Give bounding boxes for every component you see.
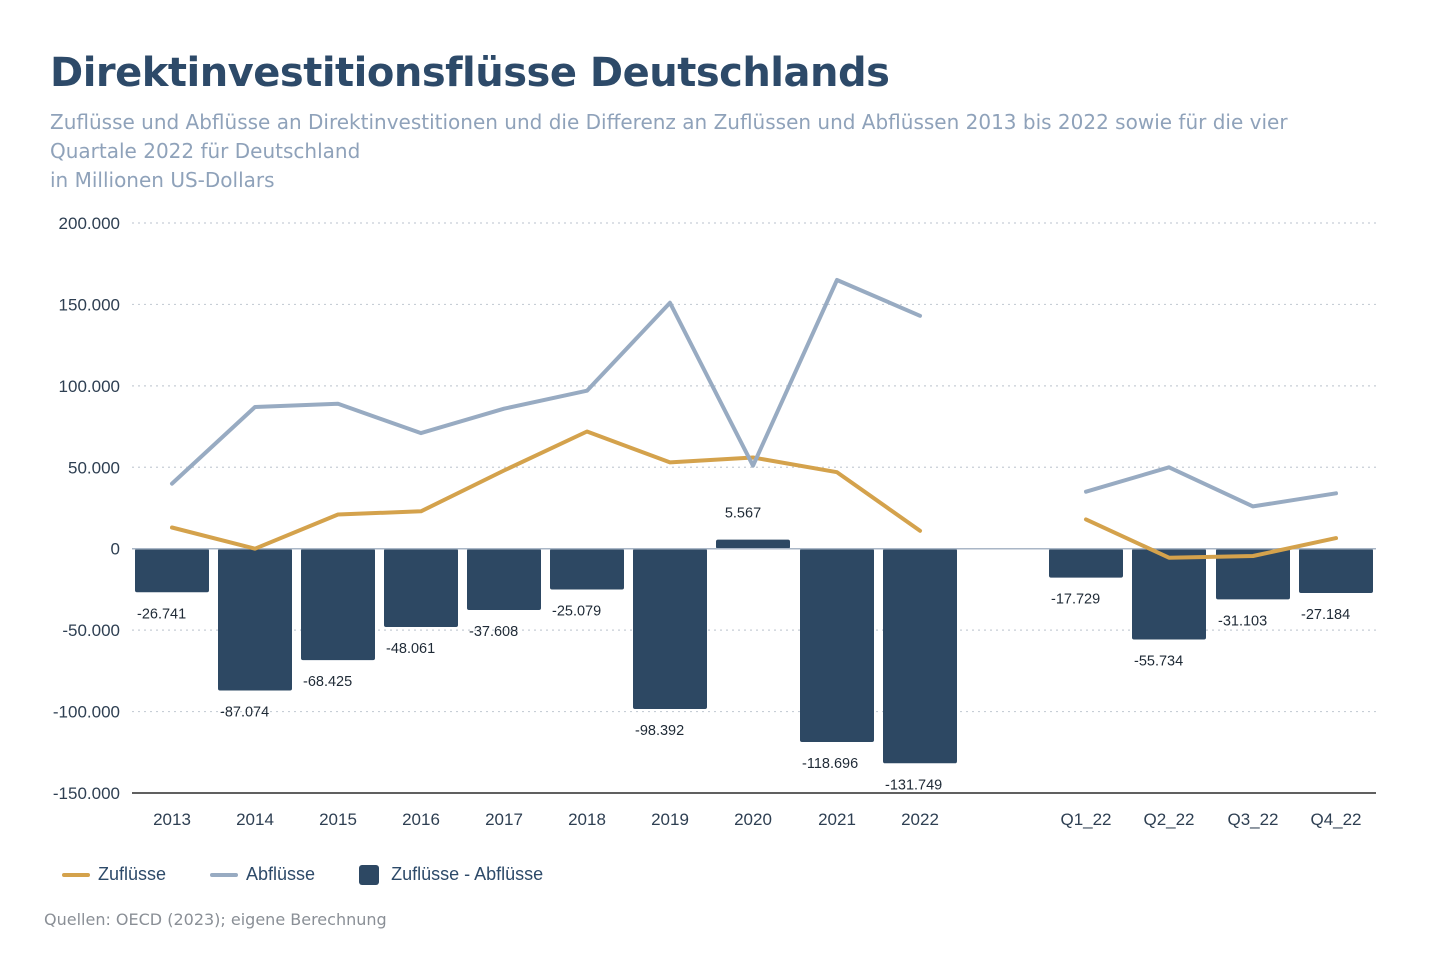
- line-zufluesse-segment-2[interactable]: [1084, 517, 1338, 560]
- legend-item-differenz[interactable]: Zuflüsse - Abflüsse: [359, 864, 543, 885]
- bar-data-label: -55.734: [1134, 653, 1183, 669]
- subtitle-line-1: Zuflüsse und Abflüsse an Direktinvestiti…: [50, 110, 1288, 134]
- bar-data-label: -118.696: [802, 756, 858, 772]
- x-tick-label: Q2_22: [1143, 810, 1194, 829]
- legend-swatch-abfluesse: [210, 872, 239, 877]
- x-tick-label: Q3_22: [1227, 810, 1278, 829]
- bar-data-label: -48.061: [386, 641, 435, 657]
- label-layer: 200.000 150.000 100.000 50.000 0 -50.000 -100.…: [53, 214, 1362, 829]
- x-tick-label: 2014: [236, 810, 274, 829]
- bar-2020[interactable]: [716, 539, 790, 549]
- x-tick-label: 2013: [153, 810, 191, 829]
- bar-2022[interactable]: [883, 548, 957, 764]
- subtitle-line-3: in Millionen US-Dollars: [50, 168, 275, 192]
- axis-layer: [132, 547, 1376, 794]
- legend-item-zufluesse[interactable]: Zuflüsse: [62, 864, 166, 885]
- bar-data-label: -98.392: [635, 723, 684, 739]
- bar-data-label: -27.184: [1301, 607, 1350, 623]
- x-tick-label: 2017: [485, 810, 523, 829]
- bar-2015[interactable]: [301, 548, 375, 661]
- bar-data-label: -26.741: [137, 606, 186, 622]
- bar-2016[interactable]: [384, 548, 458, 627]
- bar-data-label: -68.425: [303, 674, 352, 690]
- bar-data-label: -131.749: [885, 777, 942, 793]
- x-tick-label: 2019: [651, 810, 689, 829]
- line-zufluesse-segment-1[interactable]: [170, 429, 922, 551]
- y-tick-label: 100.000: [59, 377, 120, 396]
- y-tick-label: 50.000: [68, 458, 120, 477]
- y-tick-label: 0: [111, 540, 120, 559]
- x-tick-label: 2020: [734, 810, 772, 829]
- x-tick-label: Q4_22: [1310, 810, 1361, 829]
- legend-swatch-differenz: [359, 864, 380, 885]
- x-tick-label: 2015: [319, 810, 357, 829]
- x-tick-label: 2021: [818, 810, 856, 829]
- bar-data-label: 5.567: [725, 506, 761, 522]
- line-abfluesse-segment-2[interactable]: [1084, 465, 1338, 509]
- bar-Q2_22[interactable]: [1132, 548, 1206, 640]
- bar-layer: [135, 539, 1373, 764]
- x-tick-label: 2016: [402, 810, 440, 829]
- legend-swatch-zufluesse: [62, 872, 90, 877]
- bar-2013[interactable]: [135, 548, 209, 593]
- line-layer: [170, 278, 1338, 560]
- source-note: Quellen: OECD (2023); eigene Berechnung: [44, 910, 387, 929]
- bar-data-label: -25.079: [552, 604, 601, 620]
- bar-data-label: -17.729: [1051, 592, 1100, 608]
- bar-2017[interactable]: [467, 548, 541, 610]
- chart-subtitle: Zuflüsse und Abflüsse an Direktinvestiti…: [50, 108, 1310, 195]
- bar-2021[interactable]: [800, 548, 874, 743]
- legend-label-differenz: Zuflüsse - Abflüsse: [391, 864, 544, 884]
- legend-label-abfluesse: Abflüsse: [246, 864, 316, 884]
- y-tick-label: 150.000: [59, 295, 120, 314]
- bar-Q1_22[interactable]: [1049, 548, 1123, 578]
- legend-item-abfluesse[interactable]: Abflüsse: [210, 864, 315, 885]
- y-tick-label: -50.000: [62, 621, 120, 640]
- line-abfluesse-segment-1[interactable]: [170, 278, 922, 486]
- x-tick-label: Q1_22: [1060, 810, 1111, 829]
- chart-title: Direktinvestitionsflüsse Deutschlands: [50, 50, 890, 96]
- chart-legend: Zuflüsse Abflüsse Zuflüsse - Abflüsse: [62, 864, 587, 885]
- bar-2014[interactable]: [218, 548, 292, 691]
- bar-data-label: -37.608: [469, 624, 518, 640]
- bar-data-label: -31.103: [1218, 613, 1267, 629]
- chart-plot: 200.000 150.000 100.000 50.000 0 -50.000 -100.…: [53, 214, 1376, 829]
- x-tick-label: 2022: [901, 810, 939, 829]
- bar-data-label: -87.074: [220, 705, 269, 721]
- bar-2018[interactable]: [550, 548, 624, 590]
- y-tick-label: -150.000: [53, 784, 120, 803]
- x-tick-label: 2018: [568, 810, 606, 829]
- bar-Q3_22[interactable]: [1216, 548, 1290, 600]
- bar-Q4_22[interactable]: [1299, 548, 1373, 593]
- subtitle-line-2: Quartale 2022 für Deutschland: [50, 139, 361, 163]
- y-tick-label: -100.000: [53, 703, 120, 722]
- bar-2019[interactable]: [633, 548, 707, 709]
- legend-label-zufluesse: Zuflüsse: [98, 864, 167, 884]
- y-tick-label: 200.000: [59, 214, 120, 233]
